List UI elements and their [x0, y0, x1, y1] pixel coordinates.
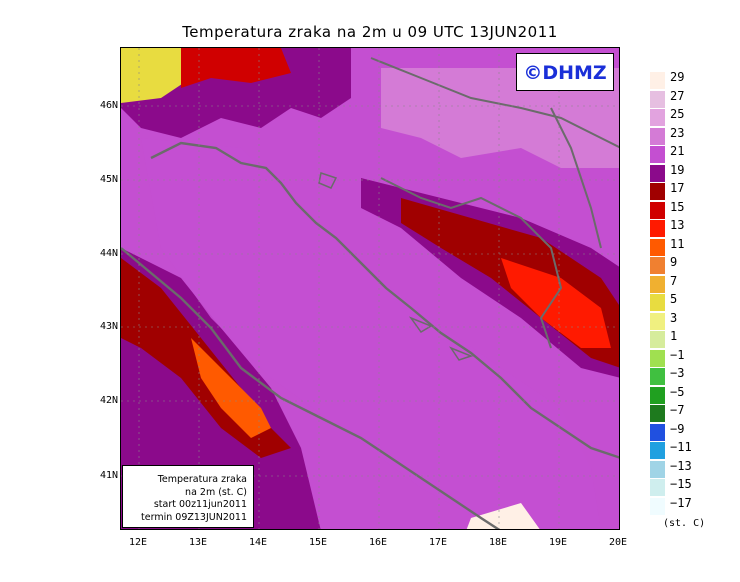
legend-swatch — [650, 423, 665, 441]
mild-zone-sea — [141, 138, 601, 529]
lat-label: 43N — [99, 321, 118, 332]
legend-swatch — [650, 109, 665, 126]
legend-label: −7 — [670, 403, 685, 417]
copyright-badge: ©DHMZ — [516, 53, 614, 91]
legend-label: −5 — [670, 384, 685, 399]
island-2 — [408, 316, 433, 333]
lon-label: 16E — [368, 537, 388, 548]
border-line — [380, 177, 563, 349]
lon-label: 14E — [248, 537, 268, 548]
coastline — [150, 141, 619, 459]
legend-label: −9 — [670, 421, 685, 436]
legend-label: −3 — [670, 366, 685, 380]
lon-label: 20E — [608, 537, 628, 548]
island-1 — [318, 172, 338, 189]
legend-swatch — [650, 386, 665, 404]
map-title: Temperatura zraka na 2m u 09 UTC 13JUN20… — [182, 23, 558, 41]
legend-label: 9 — [670, 255, 678, 269]
border-line-east — [550, 107, 602, 249]
legend-label: −17 — [670, 495, 692, 510]
legend-swatch — [650, 257, 665, 274]
legend-swatch — [650, 146, 665, 163]
legend-label: 3 — [670, 310, 678, 325]
legend-label: 17 — [670, 181, 685, 195]
legend-swatch — [650, 90, 665, 108]
legend-label: −1 — [670, 347, 685, 362]
legend-swatch — [650, 331, 665, 348]
legend-swatch — [650, 460, 665, 478]
lon-label: 19E — [548, 537, 568, 548]
hot-core-balkans — [501, 258, 611, 348]
legend-label: 15 — [670, 199, 685, 214]
legend-label: 29 — [670, 70, 685, 84]
legend-swatch — [650, 294, 665, 311]
info-line-1: Temperatura zraka — [157, 474, 247, 485]
legend-label: 1 — [670, 329, 678, 343]
legend-swatch — [650, 183, 665, 200]
lon-label: 13E — [188, 537, 208, 548]
legend-unit: (st. C) — [663, 518, 706, 529]
hot-core-italy — [191, 338, 271, 438]
hot-zone-north — [181, 48, 291, 88]
legend-label: 11 — [670, 236, 685, 251]
legend-label: 23 — [670, 125, 685, 140]
legend-swatch — [650, 164, 665, 182]
legend-swatch — [650, 201, 665, 219]
lon-label: 15E — [308, 537, 328, 548]
lat-label: 44N — [99, 248, 118, 259]
info-box: Temperatura zraka na 2m (st. C) start 00… — [122, 465, 254, 528]
lat-label: 42N — [99, 395, 118, 406]
legend-swatch — [650, 368, 665, 385]
legend-label: 25 — [670, 107, 685, 121]
grid-lines — [121, 48, 619, 529]
info-line-2: na 2m (st. C) — [185, 486, 247, 498]
lat-label: 41N — [99, 470, 118, 481]
hot-zone-northwest — [121, 48, 191, 103]
lon-label: 12E — [128, 537, 148, 548]
warm-patch-southeast — [466, 503, 540, 529]
legend-swatch — [650, 312, 665, 330]
island-3 — [449, 346, 474, 361]
legend-swatch — [650, 405, 665, 422]
lon-label: 18E — [488, 537, 508, 548]
border-line-north — [370, 57, 619, 149]
legend-swatch — [650, 220, 665, 237]
legend-swatch — [650, 442, 665, 459]
legend-label: 19 — [670, 162, 685, 177]
temperature-map — [120, 47, 620, 530]
mild-zone-northeast — [381, 68, 619, 168]
legend-swatch — [650, 238, 665, 256]
lat-label: 46N — [99, 100, 118, 111]
legend-swatch — [650, 349, 665, 367]
legend-label: −13 — [670, 458, 692, 473]
legend-label: 7 — [670, 273, 678, 288]
legend-swatch — [650, 479, 665, 496]
coastline-italy — [121, 247, 501, 529]
legend-swatch — [650, 497, 665, 515]
legend-swatch — [650, 127, 665, 145]
lon-label: 17E — [428, 537, 448, 548]
legend-swatch — [650, 72, 665, 89]
legend-swatch — [650, 275, 665, 293]
legend-label: −11 — [670, 440, 692, 454]
legend-label: 27 — [670, 88, 685, 103]
map-canvas — [121, 48, 619, 529]
legend-label: 13 — [670, 218, 685, 232]
legend-label: −15 — [670, 477, 692, 491]
info-line-4: termin 09Z13JUN2011 — [141, 511, 247, 523]
info-line-3: start 00z11jun2011 — [153, 499, 247, 510]
legend-label: 21 — [670, 144, 685, 158]
lat-label: 45N — [99, 174, 118, 185]
legend-label: 5 — [670, 292, 678, 306]
